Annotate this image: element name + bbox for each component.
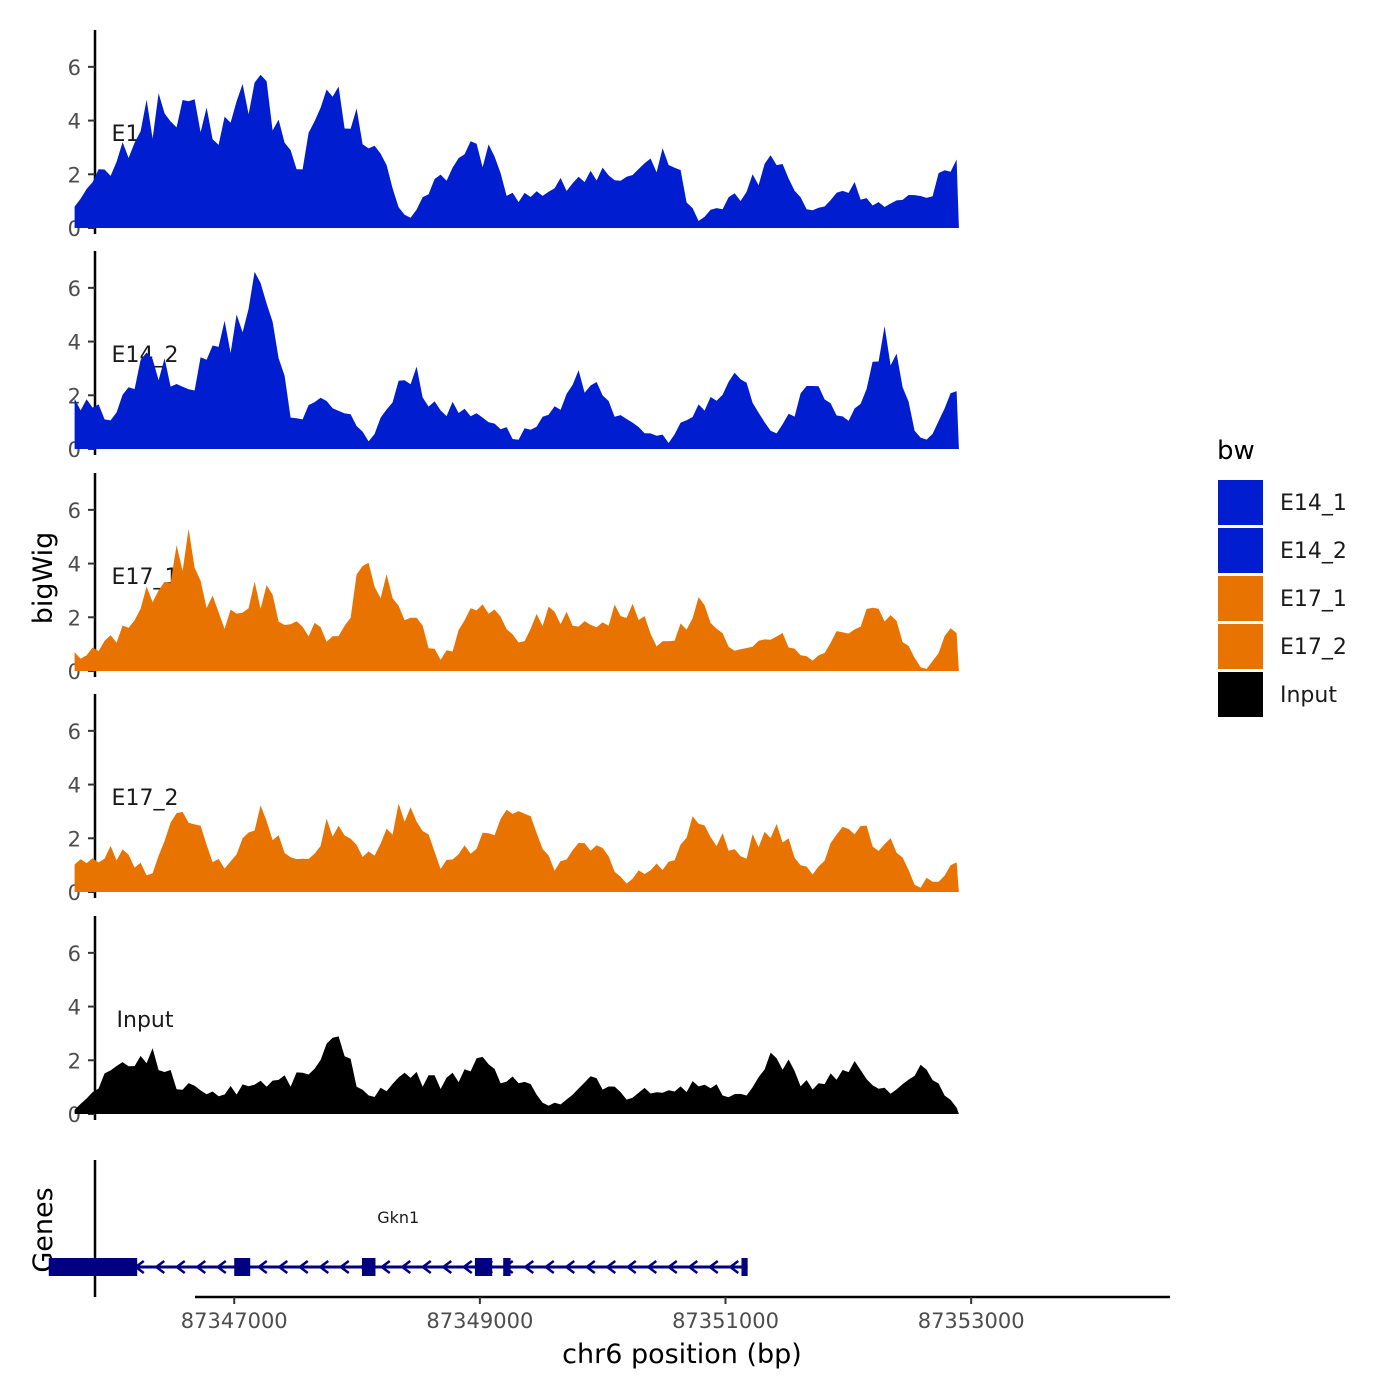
- strand-arrow: [625, 1260, 637, 1274]
- y-tick-label: 2: [68, 827, 81, 851]
- coverage-area: [74, 74, 959, 228]
- strand-arrow: [646, 1260, 658, 1274]
- x-tick-label: 87347000: [181, 1309, 288, 1333]
- legend-label: E17_2: [1280, 635, 1347, 660]
- legend-label: Input: [1280, 683, 1337, 708]
- gene-panel: Genes Gkn1: [28, 1160, 748, 1297]
- strand-arrow: [215, 1260, 227, 1274]
- track-panels: 0246E14_10246E14_20246E17_10246E17_20246…: [68, 30, 959, 1127]
- y-tick-label: 6: [68, 942, 81, 966]
- track-E14_2: 0246E14_2: [68, 251, 959, 462]
- x-tick-label: 87351000: [672, 1309, 779, 1333]
- legend-swatch: [1218, 528, 1263, 573]
- y-axis-title: bigWig: [28, 532, 59, 625]
- y-tick-label: 6: [68, 277, 81, 301]
- x-tick-label: 87353000: [918, 1309, 1025, 1333]
- legend-item-E14_2: E14_2: [1218, 528, 1347, 573]
- y-tick-label: 4: [68, 331, 81, 355]
- strand-arrow: [461, 1260, 473, 1274]
- gene-exon: [741, 1258, 748, 1276]
- strand-arrow: [564, 1260, 576, 1274]
- gene-exon: [503, 1258, 511, 1276]
- track-E14_1: 0246E14_1: [68, 30, 959, 241]
- legend-swatch: [1218, 576, 1263, 621]
- strand-arrow: [666, 1260, 678, 1274]
- strand-arrow: [728, 1260, 740, 1274]
- y-tick-label: 6: [68, 499, 81, 523]
- strand-arrow: [584, 1260, 596, 1274]
- legend-swatch: [1218, 672, 1263, 717]
- legend-swatch: [1218, 624, 1263, 669]
- strand-arrow: [297, 1260, 309, 1274]
- legend-swatch: [1218, 480, 1263, 525]
- strand-arrow: [707, 1260, 719, 1274]
- coverage-area: [74, 528, 959, 671]
- gene-model: Gkn1: [48, 1208, 748, 1276]
- legend-item-E17_1: E17_1: [1218, 576, 1347, 621]
- x-tick-label: 87349000: [426, 1309, 533, 1333]
- gene-exon: [234, 1258, 251, 1276]
- legend-item-Input: Input: [1218, 672, 1337, 717]
- gene-exon: [474, 1258, 493, 1276]
- y-tick-label: 4: [68, 553, 81, 577]
- strand-arrow: [379, 1260, 391, 1274]
- strand-arrow: [277, 1260, 289, 1274]
- legend-title: bw: [1217, 436, 1255, 466]
- coverage-area: [74, 1036, 959, 1114]
- y-tick-label: 6: [68, 56, 81, 80]
- gene-name-label: Gkn1: [377, 1208, 419, 1227]
- strand-arrow: [441, 1260, 453, 1274]
- y-tick-label: 4: [68, 774, 81, 798]
- y-tick-label: 2: [68, 606, 81, 630]
- legend-label: E14_2: [1280, 539, 1347, 564]
- x-axis-title: chr6 position (bp): [562, 1339, 802, 1370]
- strand-arrow: [195, 1260, 207, 1274]
- gene-exon: [361, 1258, 376, 1276]
- strand-arrow: [400, 1260, 412, 1274]
- legend-label: E14_1: [1280, 491, 1347, 516]
- strand-arrow: [154, 1260, 166, 1274]
- y-tick-label: 6: [68, 720, 81, 744]
- track-label: E17_2: [112, 786, 179, 811]
- legend: bw E14_1 E14_2 E17_1 E17_2 Input: [1217, 436, 1347, 717]
- strand-arrow: [523, 1260, 535, 1274]
- legend-item-E17_2: E17_2: [1218, 624, 1347, 669]
- strand-arrow: [318, 1260, 330, 1274]
- legend-label: E17_1: [1280, 587, 1347, 612]
- track-label: Input: [117, 1008, 174, 1033]
- legend-item-E14_1: E14_1: [1218, 480, 1347, 525]
- strand-arrow: [174, 1260, 186, 1274]
- y-tick-label: 2: [68, 163, 81, 187]
- y-tick-label: 4: [68, 996, 81, 1020]
- y-tick-label: 4: [68, 110, 81, 134]
- strand-arrow: [420, 1260, 432, 1274]
- strand-arrow: [605, 1260, 617, 1274]
- y-tick-label: 2: [68, 1049, 81, 1073]
- y-tick-label: 2: [68, 384, 81, 408]
- x-axis: 87347000 87349000 87351000 87353000: [181, 1295, 1170, 1333]
- strand-arrow: [543, 1260, 555, 1274]
- legend-entries: E14_1 E14_2 E17_1 E17_2 Input: [1218, 480, 1347, 717]
- strand-arrow: [687, 1260, 699, 1274]
- strand-arrow: [338, 1260, 350, 1274]
- coverage-area: [74, 271, 959, 449]
- strand-arrow: [256, 1260, 268, 1274]
- gene-exon: [48, 1258, 138, 1276]
- coverage-area: [74, 803, 959, 892]
